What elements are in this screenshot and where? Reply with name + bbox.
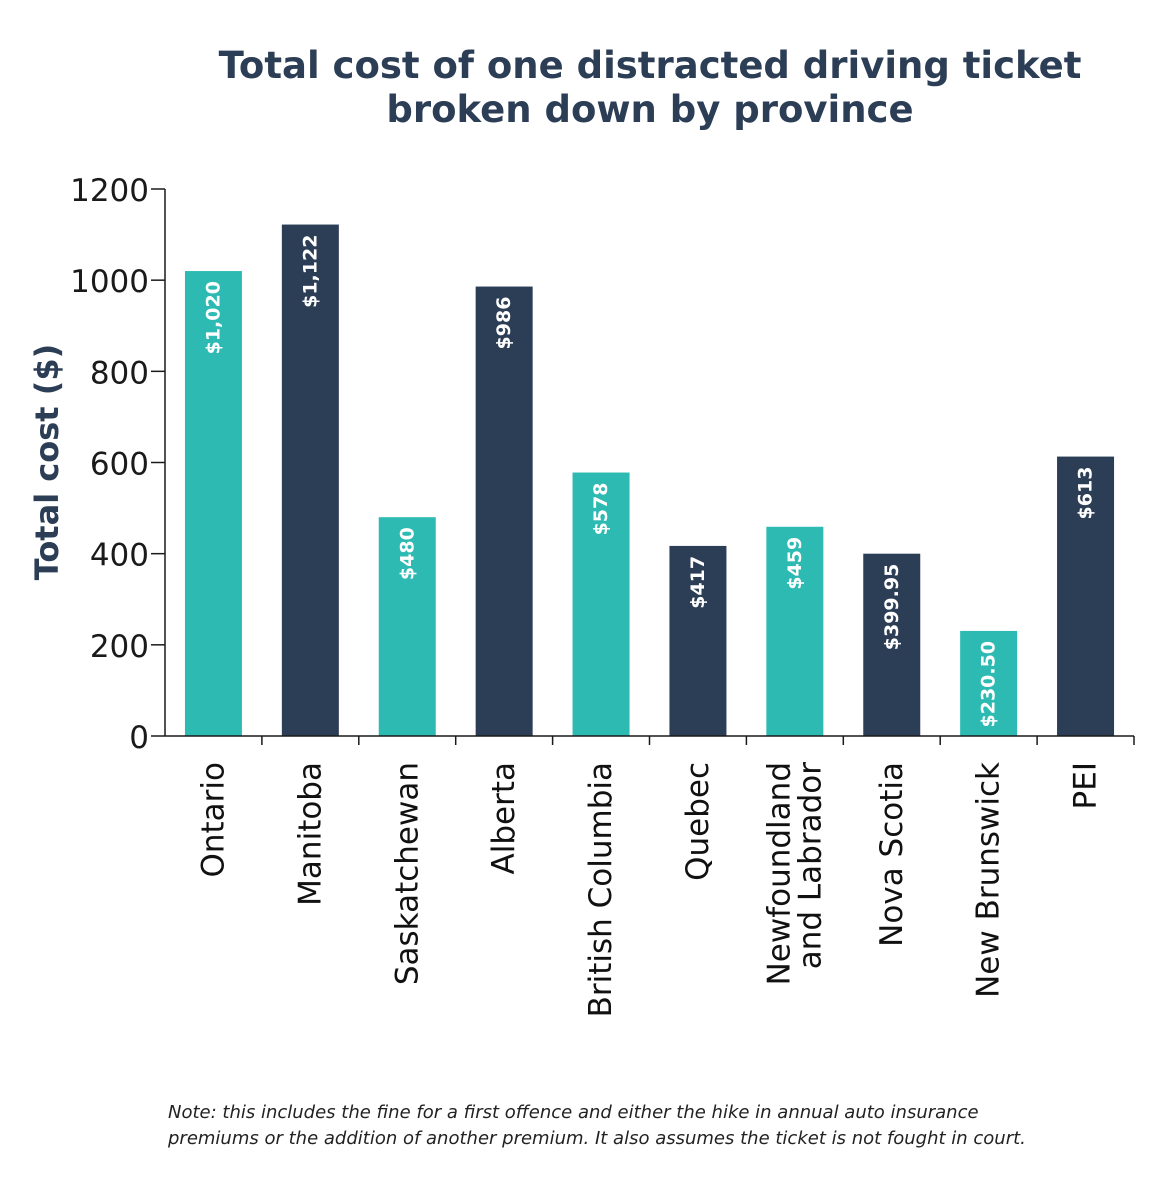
chart-title: Total cost of one distracted driving tic…: [120, 44, 1171, 132]
bar-chart: 0 200 400 600 800 1000 1200 Total cost ($) $1,0…: [28, 173, 1135, 1017]
x-axis: Ontario Manitoba Saskatchewan Alberta Britis…: [165, 735, 1135, 1017]
bar: [184, 271, 242, 736]
y-tick-label: 200: [90, 629, 149, 665]
x-category-label: British Columbia: [583, 762, 619, 1017]
footnote: Note: this includes the fine for a first…: [168, 1100, 1158, 1152]
y-tick-label: 1000: [70, 264, 149, 300]
bar-value-label: $399.95: [881, 564, 903, 651]
x-category-label: Quebec: [680, 762, 716, 881]
bar-value-label: $1,020: [202, 281, 224, 354]
y-tick-label: 600: [90, 447, 149, 483]
footnote-line-2: premiums or the addition of another prem…: [168, 1128, 1026, 1149]
footnote-line-1: Note: this includes the fine for a first…: [168, 1102, 979, 1123]
y-tick-label: 1200: [70, 173, 149, 209]
x-category-label: Alberta: [486, 762, 522, 874]
bar: [960, 630, 1018, 736]
bar: [378, 517, 436, 736]
bar-value-label: $480: [396, 527, 418, 580]
y-tick-label: 0: [129, 720, 149, 756]
x-category-label: PEI: [1068, 762, 1104, 809]
bar: [475, 286, 533, 736]
y-tick-label: 400: [90, 538, 149, 574]
x-category-label: Ontario: [195, 762, 231, 878]
bar-value-label: $459: [784, 537, 806, 590]
bar: [669, 545, 727, 736]
bar: [863, 553, 921, 736]
chart-title-line-2: broken down by province: [386, 88, 914, 131]
bar: [766, 526, 824, 736]
bar-value-label: $986: [493, 297, 515, 350]
bar-value-label: $417: [687, 556, 709, 609]
x-category-label: New Brunswick: [971, 762, 1007, 998]
bar-value-label: $230.50: [978, 641, 1000, 728]
y-axis-title: Total cost ($): [28, 344, 66, 581]
chart-title-line-1: Total cost of one distracted driving tic…: [218, 44, 1082, 87]
bar: [281, 224, 339, 736]
bar-value-label: $1,122: [299, 235, 321, 308]
x-category-label: and Labrador: [792, 762, 828, 970]
bar: [572, 472, 630, 736]
y-tick-label: 800: [90, 355, 149, 391]
y-axis: 0 200 400 600 800 1000 1200 Total cost ($): [28, 173, 166, 756]
x-category-label: Newfoundland: [761, 762, 797, 985]
bars: $1,020 $1,122 $480 $986 $578 $417 $459 $399.95 $…: [184, 224, 1115, 736]
bar: [1057, 456, 1115, 736]
bar-value-label: $578: [590, 483, 612, 536]
bar-value-label: $613: [1075, 467, 1097, 520]
x-category-label: Nova Scotia: [874, 762, 910, 947]
x-category-label: Manitoba: [292, 762, 328, 906]
x-category-label: Saskatchewan: [389, 762, 425, 985]
